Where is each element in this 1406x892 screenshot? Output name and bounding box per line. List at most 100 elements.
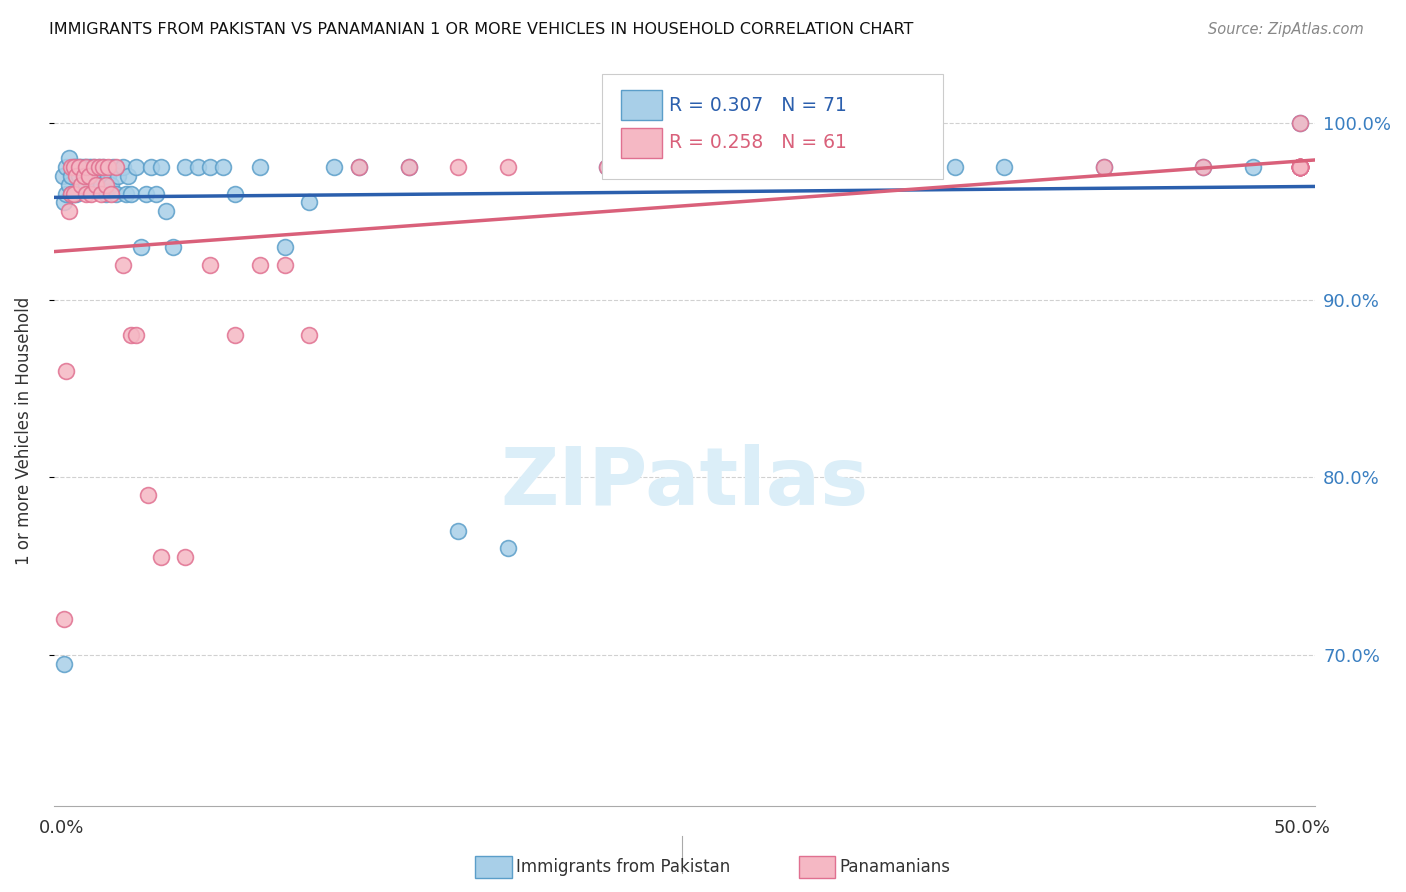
Point bbox=[993, 160, 1015, 174]
Point bbox=[1288, 160, 1310, 174]
Point bbox=[100, 178, 122, 192]
Point bbox=[75, 160, 97, 174]
Point bbox=[90, 186, 112, 201]
Point bbox=[174, 550, 197, 565]
Point bbox=[273, 240, 295, 254]
Point bbox=[75, 178, 97, 192]
Point bbox=[65, 186, 87, 201]
Point bbox=[398, 160, 420, 174]
Point bbox=[1288, 160, 1310, 174]
Point bbox=[1288, 160, 1310, 174]
Point bbox=[80, 186, 103, 201]
Point bbox=[398, 160, 420, 174]
Text: IMMIGRANTS FROM PAKISTAN VS PANAMANIAN 1 OR MORE VEHICLES IN HOUSEHOLD CORRELATI: IMMIGRANTS FROM PAKISTAN VS PANAMANIAN 1… bbox=[49, 22, 914, 37]
FancyBboxPatch shape bbox=[621, 128, 662, 158]
Point bbox=[93, 160, 115, 174]
Point bbox=[72, 160, 94, 174]
Point bbox=[298, 195, 321, 210]
Point bbox=[84, 178, 107, 192]
Point bbox=[1288, 160, 1310, 174]
Point bbox=[103, 160, 125, 174]
Point bbox=[596, 160, 619, 174]
Point bbox=[112, 160, 135, 174]
Point bbox=[83, 160, 105, 174]
Point bbox=[60, 186, 83, 201]
Point bbox=[104, 186, 127, 201]
Point bbox=[745, 160, 768, 174]
Point bbox=[1092, 160, 1115, 174]
Point bbox=[496, 160, 519, 174]
Point bbox=[145, 186, 167, 201]
Point bbox=[671, 160, 693, 174]
Point bbox=[72, 169, 94, 183]
Point bbox=[100, 186, 122, 201]
Point bbox=[1288, 160, 1310, 174]
Point bbox=[65, 160, 87, 174]
Point bbox=[67, 160, 90, 174]
Point bbox=[87, 160, 110, 174]
Point bbox=[107, 169, 129, 183]
Point bbox=[72, 169, 94, 183]
Point bbox=[114, 186, 136, 201]
Point bbox=[136, 488, 159, 502]
Point bbox=[52, 657, 75, 671]
Point bbox=[794, 160, 817, 174]
Point bbox=[1288, 160, 1310, 174]
Point bbox=[198, 258, 221, 272]
Point bbox=[104, 160, 127, 174]
Point bbox=[77, 160, 100, 174]
Point bbox=[58, 204, 80, 219]
Point bbox=[162, 240, 184, 254]
Point bbox=[1288, 160, 1310, 174]
Point bbox=[75, 160, 97, 174]
Point bbox=[347, 160, 370, 174]
Point bbox=[273, 258, 295, 272]
Point bbox=[1288, 160, 1310, 174]
Point bbox=[323, 160, 346, 174]
Point bbox=[94, 186, 117, 201]
Point bbox=[347, 160, 370, 174]
Text: R = 0.307   N = 71: R = 0.307 N = 71 bbox=[669, 96, 846, 115]
Point bbox=[60, 160, 83, 174]
Point bbox=[1241, 160, 1264, 174]
Point bbox=[139, 160, 162, 174]
Point bbox=[70, 178, 93, 192]
Point bbox=[1092, 160, 1115, 174]
Point bbox=[62, 186, 84, 201]
Point bbox=[55, 160, 77, 174]
Point bbox=[87, 160, 110, 174]
Point bbox=[112, 258, 135, 272]
Point bbox=[149, 550, 172, 565]
Point bbox=[52, 612, 75, 626]
Point bbox=[1288, 160, 1310, 174]
Point bbox=[80, 160, 103, 174]
Point bbox=[155, 204, 177, 219]
Point bbox=[496, 541, 519, 556]
Point bbox=[596, 160, 619, 174]
Y-axis label: 1 or more Vehicles in Household: 1 or more Vehicles in Household bbox=[15, 296, 32, 565]
Point bbox=[918, 160, 941, 174]
Point bbox=[84, 169, 107, 183]
Point bbox=[249, 160, 271, 174]
Point bbox=[844, 160, 866, 174]
Point bbox=[70, 178, 93, 192]
Point bbox=[1288, 115, 1310, 129]
Point bbox=[97, 169, 120, 183]
Point bbox=[120, 186, 142, 201]
Text: R = 0.258   N = 61: R = 0.258 N = 61 bbox=[669, 134, 846, 153]
Point bbox=[1288, 160, 1310, 174]
Point bbox=[187, 160, 209, 174]
Point bbox=[58, 178, 80, 192]
Point bbox=[117, 169, 139, 183]
Point bbox=[51, 169, 73, 183]
Point bbox=[174, 160, 197, 174]
Point bbox=[135, 186, 157, 201]
Point bbox=[224, 186, 246, 201]
Point bbox=[1192, 160, 1215, 174]
Point bbox=[90, 178, 112, 192]
Point bbox=[97, 160, 120, 174]
Point bbox=[80, 178, 103, 192]
Point bbox=[447, 160, 470, 174]
Point bbox=[65, 169, 87, 183]
Text: Immigrants from Pakistan: Immigrants from Pakistan bbox=[516, 858, 730, 876]
